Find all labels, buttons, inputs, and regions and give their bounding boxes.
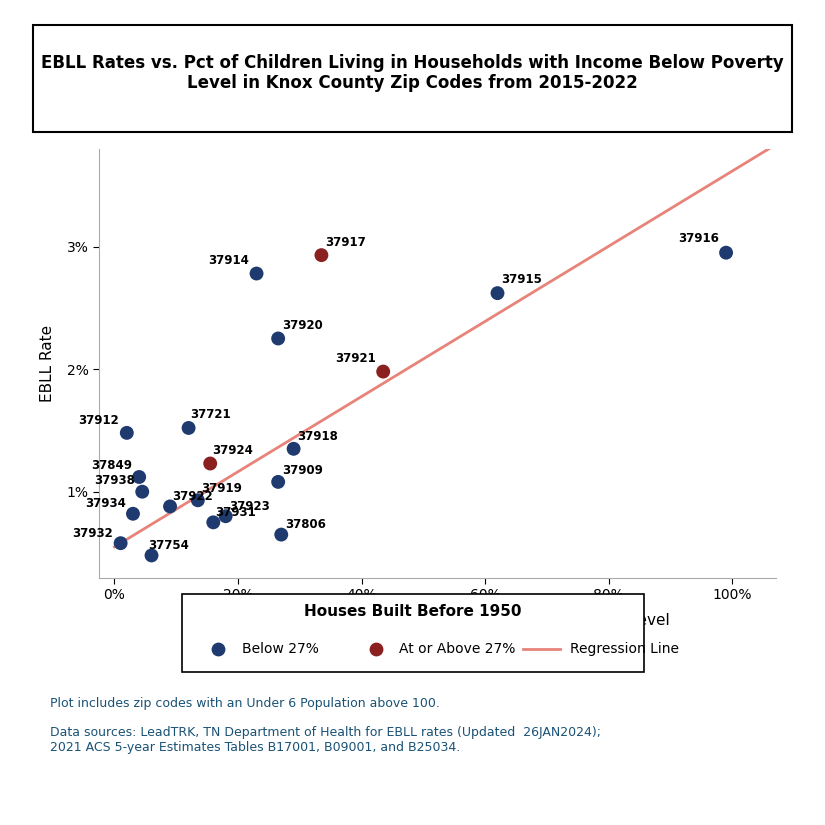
Point [191,493,205,507]
Text: 37917: 37917 [325,236,365,249]
Text: 37919: 37919 [201,483,242,495]
Point [287,442,300,455]
Text: 37924: 37924 [212,445,253,457]
Point [120,427,134,440]
Point [135,485,148,498]
Text: EBLL Rates vs. Pct of Children Living in Households with Income Below Poverty
Le: EBLL Rates vs. Pct of Children Living in… [41,54,784,92]
Text: 37931: 37931 [215,506,256,519]
Point [250,267,263,280]
Text: 37934: 37934 [85,497,125,510]
Text: Data sources: LeadTRK, TN Department of Health for EBLL rates (Updated  26JAN202: Data sources: LeadTRK, TN Department of … [50,726,601,754]
Point [133,470,146,483]
Point [369,642,382,655]
Y-axis label: EBLL Rate: EBLL Rate [40,324,55,402]
Text: 37916: 37916 [678,233,719,245]
Point [719,246,733,259]
Text: 37923: 37923 [229,499,270,512]
Text: 37915: 37915 [502,273,542,285]
Point [204,457,217,470]
Point [207,516,220,529]
Text: Plot includes zip codes with an Under 6 Population above 100.: Plot includes zip codes with an Under 6 … [50,697,440,710]
FancyBboxPatch shape [182,594,644,672]
Text: 37849: 37849 [91,459,132,472]
X-axis label: Percentage of Households with Incomes Below Poverty Level: Percentage of Households with Incomes Be… [205,613,670,628]
Point [182,422,196,435]
Point [315,248,328,262]
Text: 37806: 37806 [285,518,326,531]
Point [126,507,139,521]
Text: Regression Line: Regression Line [569,642,679,656]
Text: 37914: 37914 [208,254,249,267]
Text: 37938: 37938 [94,474,134,487]
Text: 37912: 37912 [78,413,120,427]
Text: 37922: 37922 [172,490,213,502]
Point [491,286,504,299]
Point [212,642,225,655]
Point [114,536,127,549]
Text: 37909: 37909 [282,464,323,477]
Text: Below 27%: Below 27% [242,642,318,656]
Text: 37721: 37721 [191,408,231,421]
Point [376,365,389,378]
Point [145,549,158,562]
Point [271,475,285,488]
Text: 37921: 37921 [335,352,375,365]
Text: 37754: 37754 [148,539,189,552]
Point [163,500,177,513]
Text: 37932: 37932 [73,526,113,540]
FancyBboxPatch shape [33,25,792,132]
Point [219,510,233,523]
Point [271,332,285,345]
Text: 37920: 37920 [282,319,323,332]
Text: At or Above 27%: At or Above 27% [398,642,515,656]
Text: 37918: 37918 [297,430,338,443]
Text: Houses Built Before 1950: Houses Built Before 1950 [304,604,521,619]
Point [275,528,288,541]
